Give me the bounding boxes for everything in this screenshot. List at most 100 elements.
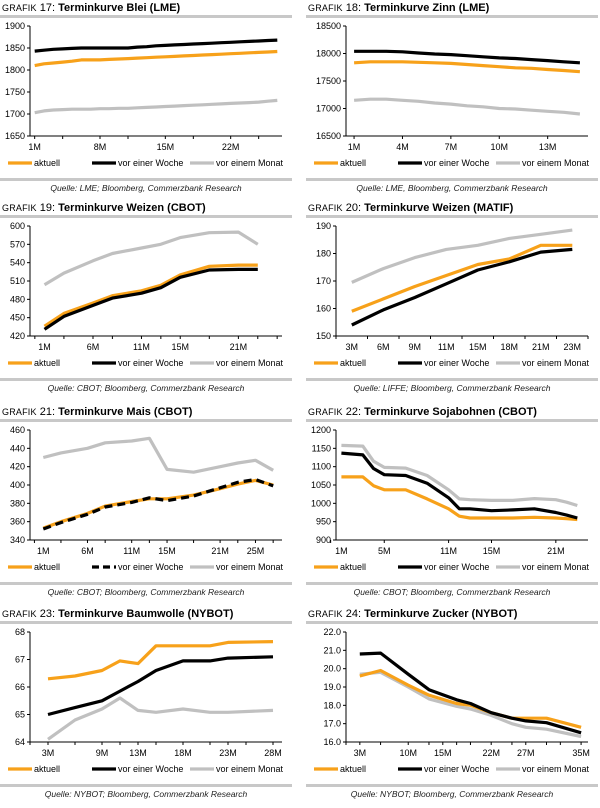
legend-label-monat: vor einem Monat: [216, 764, 284, 774]
legend-label-woche: vor einer Woche: [118, 764, 183, 774]
y-tick-label: 64: [15, 737, 25, 747]
legend-label-aktuell: aktuell: [34, 562, 60, 572]
legend-label-monat: vor einem Monat: [522, 158, 590, 168]
series-line-monat: [47, 696, 274, 741]
x-tick-label: 27M: [517, 748, 535, 758]
title-divider: [0, 15, 292, 18]
legend-label-monat: vor einem Monat: [522, 764, 590, 774]
y-tick-label: 16500: [316, 131, 341, 141]
chart-panel-18: Grafik 18: Terminkurve Zinn (LME) 16500 17…: [306, 0, 598, 202]
y-tick-label: 17000: [316, 104, 341, 114]
series-line-woche: [354, 49, 580, 65]
series-line-monat: [351, 228, 573, 284]
series-line-monat: [341, 443, 578, 508]
y-tick-label: 600: [10, 221, 25, 231]
x-tick-label: 21M: [532, 342, 550, 352]
x-tick-label: 3M: [42, 748, 55, 758]
y-tick-label: 1700: [5, 109, 25, 119]
series-line-woche: [351, 247, 573, 327]
chart-title-number: 19: [39, 202, 53, 214]
chart-title-text: Terminkurve Zucker (NYBOT): [364, 608, 518, 620]
y-tick-label: 1050: [311, 480, 331, 490]
chart-title-prefix: Grafik: [2, 609, 37, 619]
chart-panel-23: Grafik 23: Terminkurve Baumwolle (NYBOT)…: [0, 606, 292, 808]
chart-title-prefix: Grafik: [2, 3, 37, 13]
series-line-woche: [43, 267, 258, 331]
y-tick-label: 150: [316, 331, 331, 341]
x-tick-label: 6M: [377, 342, 390, 352]
x-tick-label: 35M: [572, 748, 590, 758]
legend-label-woche: vor einer Woche: [118, 562, 183, 572]
chart-title: Grafik 24: Terminkurve Zucker (NYBOT): [308, 608, 518, 620]
chart-title-text: Terminkurve Weizen (MATIF): [364, 202, 514, 214]
source-divider: [306, 582, 598, 585]
series-line-monat: [42, 436, 274, 474]
y-tick-label: 1900: [5, 21, 25, 31]
x-tick-label: 23M: [219, 748, 237, 758]
source-divider: [306, 178, 598, 181]
x-tick-label: 15M: [469, 342, 487, 352]
x-tick-label: 1M: [335, 546, 348, 556]
legend-label-woche: vor einer Woche: [424, 158, 489, 168]
series-line-aktuell: [354, 60, 581, 74]
chart-source: Quelle: CBOT; Bloomberg, Commerzbank Res…: [47, 383, 245, 393]
chart-title-number: 17: [39, 2, 53, 14]
series-line-aktuell: [341, 475, 578, 522]
y-tick-label: 950: [316, 517, 331, 527]
series-line-aktuell: [42, 478, 274, 530]
x-tick-label: 21M: [211, 546, 229, 556]
chart-title: Grafik 17: Terminkurve Blei (LME): [2, 2, 181, 14]
x-tick-label: 6M: [87, 342, 100, 352]
chart-source: Quelle: NYBOT; Bloomberg, Commerzbank Re…: [350, 789, 554, 799]
chart-source: Quelle: NYBOT; Bloomberg, Commerzbank Re…: [44, 789, 248, 799]
x-tick-label: 7M: [445, 142, 458, 152]
series-line-aktuell: [359, 668, 582, 729]
chart-title: Grafik 23: Terminkurve Baumwolle (NYBOT): [2, 608, 234, 620]
x-tick-label: 15M: [158, 546, 176, 556]
x-tick-label: 3M: [354, 748, 367, 758]
legend-label-aktuell: aktuell: [34, 358, 60, 368]
y-tick-label: 17500: [316, 76, 341, 86]
y-tick-label: 20.0: [323, 664, 341, 674]
chart-panel-20: Grafik 20: Terminkurve Weizen (MATIF) 150…: [306, 200, 598, 402]
chart-panel-21: Grafik 21: Terminkurve Mais (CBOT) 340 360…: [0, 404, 292, 606]
title-divider: [0, 419, 292, 422]
series-line-aktuell: [43, 263, 258, 328]
x-tick-label: 15M: [434, 748, 452, 758]
title-divider: [306, 419, 598, 422]
y-tick-label: 22.0: [323, 627, 341, 637]
y-tick-label: 68: [15, 627, 25, 637]
legend-label-monat: vor einem Monat: [522, 358, 590, 368]
x-tick-label: 25M: [247, 546, 265, 556]
line-chart: 150 160 170 180 190 3M 6M 9M 11M 15M 18M 21M 23M aktu…: [314, 221, 590, 368]
chart-title: Grafik 19: Terminkurve Weizen (CBOT): [2, 202, 206, 214]
x-tick-label: 23M: [563, 342, 581, 352]
y-tick-label: 180: [316, 249, 331, 259]
chart-title-prefix: Grafik: [308, 609, 343, 619]
chart-panel-17: Grafik 17: Terminkurve Blei (LME) 1650 170…: [0, 0, 292, 202]
title-divider: [0, 621, 292, 624]
x-tick-label: 1M: [37, 546, 50, 556]
chart-title-text: Terminkurve Mais (CBOT): [58, 406, 193, 418]
chart-title-text: Terminkurve Sojabohnen (CBOT): [364, 406, 537, 418]
x-tick-label: 1M: [28, 142, 41, 152]
x-tick-label: 21M: [230, 342, 248, 352]
line-chart: 420 450 480 510 540 570 600 1M 6M 11M 15M 21M aktuel…: [8, 221, 284, 368]
x-tick-label: 5M: [378, 546, 391, 556]
series-line-aktuell: [47, 640, 274, 681]
chart-title-prefix: Grafik: [2, 203, 37, 213]
legend-label-woche: vor einer Woche: [118, 158, 183, 168]
x-tick-label: 4M: [396, 142, 409, 152]
y-tick-label: 17.0: [323, 719, 341, 729]
legend-label-woche: vor einer Woche: [424, 764, 489, 774]
chart-title-number: 22: [345, 406, 359, 418]
legend-label-aktuell: aktuell: [340, 764, 366, 774]
legend-label-aktuell: aktuell: [340, 562, 366, 572]
series-line-woche: [34, 38, 278, 53]
chart-title-number: 20: [345, 202, 359, 214]
y-tick-label: 340: [10, 535, 25, 545]
legend-label-monat: vor einem Monat: [216, 358, 284, 368]
chart-title: Grafik 22: Terminkurve Sojabohnen (CBOT): [308, 406, 537, 418]
legend-label-monat: vor einem Monat: [522, 562, 590, 572]
chart-title: Grafik 21: Terminkurve Mais (CBOT): [2, 406, 193, 418]
